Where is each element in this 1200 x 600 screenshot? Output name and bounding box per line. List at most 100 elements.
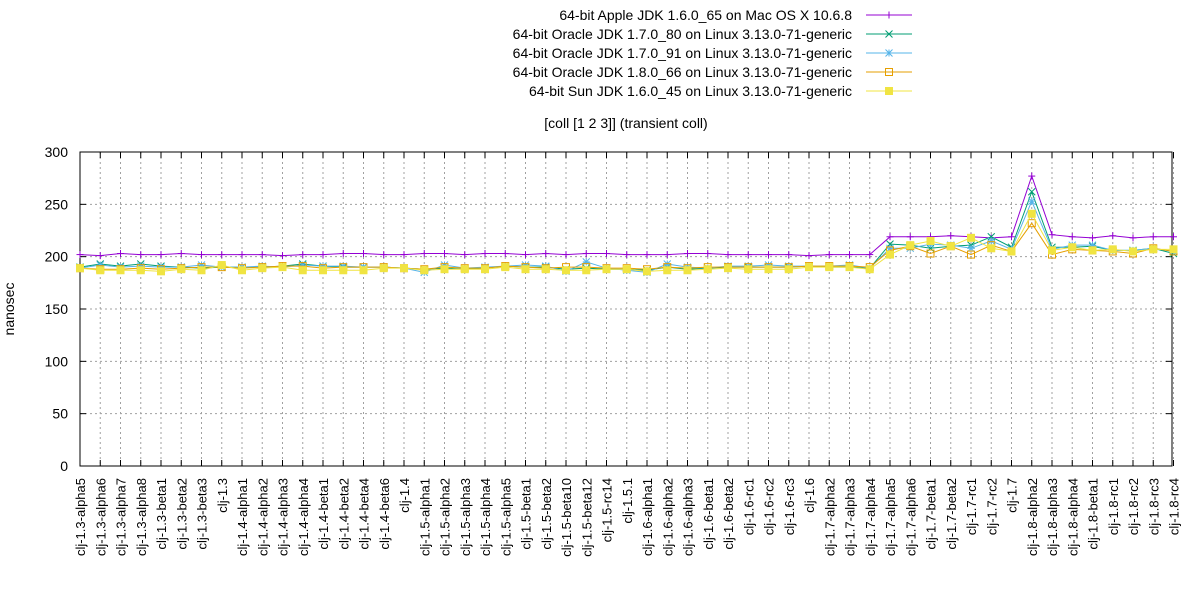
x-tick-label: clj-1.4-alpha1 (235, 478, 250, 556)
point (582, 266, 591, 275)
point (885, 30, 893, 38)
point (197, 266, 206, 275)
x-tick-label: clj-1.5-alpha3 (458, 478, 473, 556)
point (1007, 247, 1016, 256)
legend-label: 64-bit Oracle JDK 1.8.0_66 on Linux 3.13… (513, 64, 852, 80)
legend-label: 64-bit Sun JDK 1.6.0_45 on Linux 3.13.0-… (529, 83, 852, 99)
point (724, 264, 732, 273)
point (1027, 219, 1036, 228)
point (420, 266, 429, 275)
point (440, 265, 449, 274)
point (238, 266, 246, 275)
x-tick-label: clj-1.3-alpha7 (114, 478, 129, 556)
series-5 (76, 209, 1178, 276)
point (582, 258, 591, 266)
point (1108, 245, 1117, 254)
point (217, 261, 226, 270)
point (663, 266, 672, 275)
x-tick-label: clj-1.8-rc4 (1167, 478, 1182, 535)
point (562, 266, 570, 275)
y-tick-label: 0 (60, 458, 68, 474)
x-tick-label: clj-1.3-beta1 (154, 478, 169, 550)
x-tick-label: clj-1.4-alpha2 (255, 478, 270, 556)
point (76, 264, 84, 273)
x-axis: clj-1.3-alpha5 clj-1.3-alpha6 clj-1.3-alph… (73, 152, 1182, 557)
point (805, 263, 813, 272)
legend-entry: 64-bit Apple JDK 1.6.0_65 on Mac OS X 10… (559, 7, 912, 23)
point (379, 264, 388, 273)
point (602, 265, 611, 274)
point (906, 241, 915, 250)
legend-label: 64-bit Oracle JDK 1.7.0_91 on Linux 3.13… (513, 45, 852, 61)
point (1129, 247, 1137, 256)
x-tick-label: clj-1.8-rc2 (1126, 478, 1141, 535)
point (1027, 197, 1036, 206)
point (258, 264, 267, 273)
x-tick-label: clj-1.5-alpha5 (498, 478, 513, 556)
point (926, 236, 935, 245)
x-tick-label: clj-1.7-beta1 (924, 478, 939, 550)
point (541, 265, 550, 274)
y-tick-label: 250 (45, 196, 69, 212)
x-tick-label: clj-1.4-alpha3 (276, 478, 291, 556)
legend-entry: 64-bit Oracle JDK 1.8.0_66 on Linux 3.13… (513, 64, 912, 80)
x-tick-label: clj-1.6-rc1 (741, 478, 756, 535)
point (987, 237, 996, 245)
point (926, 249, 935, 258)
x-tick-label: clj-1.5-beta1 (519, 478, 534, 550)
x-tick-label: clj-1.7-alpha5 (883, 478, 898, 556)
series-2 (76, 187, 1178, 275)
x-tick-label: clj-1.6-beta1 (701, 478, 716, 550)
y-tick-label: 100 (45, 353, 69, 369)
point (885, 68, 893, 76)
point (96, 266, 105, 275)
point (643, 267, 651, 276)
x-tick-label: clj-1.3-beta3 (195, 478, 210, 550)
point (845, 263, 854, 272)
legend: 64-bit Apple JDK 1.6.0_65 on Mac OS X 10… (513, 7, 912, 99)
x-tick-label: clj-1.5-alpha2 (438, 478, 453, 556)
x-tick-label: clj-1.8-alpha4 (1065, 478, 1080, 556)
y-tick-label: 50 (52, 406, 68, 422)
point (339, 266, 348, 275)
x-tick-label: clj-1.8-alpha2 (1025, 478, 1040, 556)
grid (80, 152, 1174, 466)
point (967, 250, 975, 259)
series-group (76, 172, 1178, 277)
point (136, 266, 145, 275)
point (460, 265, 469, 274)
y-axis: 0 50 100 150 200 250 300 (45, 144, 1172, 474)
x-tick-label: clj-1.5-beta10 (559, 478, 574, 557)
x-tick-label: clj-1.7-alpha3 (843, 478, 858, 556)
point (744, 265, 753, 274)
point (298, 266, 307, 275)
x-tick-label: clj-1.3-beta2 (174, 478, 189, 550)
point (1027, 209, 1036, 218)
x-tick-label: clj-1.8-beta1 (1086, 478, 1101, 550)
x-tick-label: clj-1.5-beta2 (539, 478, 554, 550)
point (885, 49, 893, 57)
point (865, 265, 874, 274)
point (319, 266, 327, 275)
x-tick-label: clj-1.5-rc14 (600, 478, 615, 542)
point (622, 265, 631, 274)
legend-entry: 64-bit Oracle JDK 1.7.0_91 on Linux 3.13… (513, 45, 912, 61)
point (1048, 246, 1056, 255)
point (764, 265, 773, 274)
point (703, 265, 712, 274)
chart-title: [coll [1 2 3]] (transient coll) (544, 115, 707, 131)
point (784, 265, 793, 274)
x-tick-label: clj-1.6-alpha2 (660, 478, 675, 556)
point (987, 244, 996, 253)
point (1068, 243, 1077, 252)
point (116, 266, 125, 275)
legend-label: 64-bit Apple JDK 1.6.0_65 on Mac OS X 10… (559, 7, 852, 23)
point (359, 266, 368, 275)
x-tick-label: clj-1.6 (802, 478, 817, 513)
point (946, 242, 955, 251)
x-tick-label: clj-1.7-beta2 (944, 478, 959, 550)
point (886, 250, 894, 259)
x-tick-label: clj-1.6-beta2 (721, 478, 736, 550)
x-tick-label: clj-1.7-rc1 (964, 478, 979, 535)
x-tick-label: clj-1.6-rc2 (762, 478, 777, 535)
